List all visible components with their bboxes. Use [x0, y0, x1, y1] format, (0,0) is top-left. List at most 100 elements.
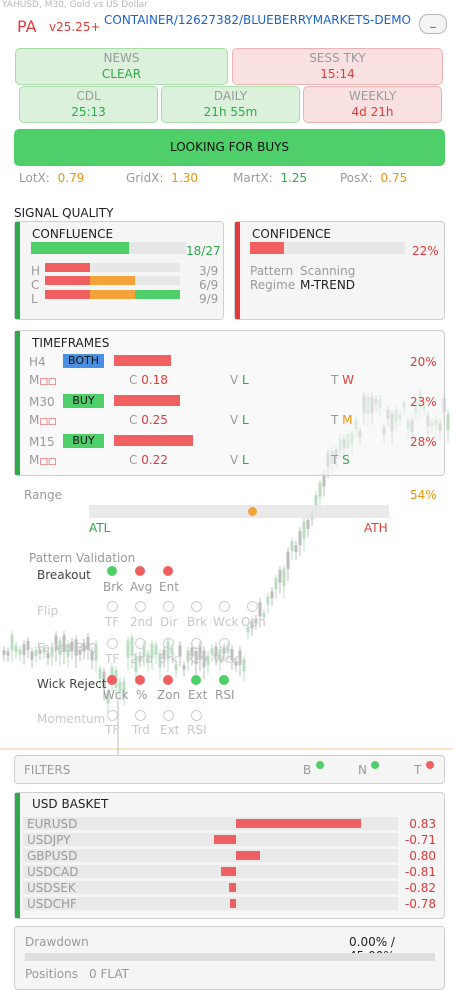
basket-bar	[230, 899, 236, 908]
flip-item: TF	[105, 615, 120, 629]
candle-body	[174, 664, 178, 671]
tf-m15-m: M□□	[29, 453, 57, 467]
param-label: PosX:	[340, 171, 373, 185]
tf-m-label: M	[29, 453, 40, 467]
candle-body	[302, 521, 306, 539]
basket-bar	[229, 883, 236, 892]
momentum-item: Ext	[160, 723, 180, 737]
basket-bar	[214, 835, 236, 844]
basket-bar	[236, 819, 361, 828]
pattern-label: Pattern	[250, 264, 294, 278]
candle-body	[118, 681, 122, 692]
wick-reject-item: %	[136, 688, 148, 702]
candle-body	[66, 644, 70, 658]
tf-h4-t: T W	[331, 373, 354, 387]
candle-body	[90, 650, 94, 661]
tf-c-value: 0.18	[141, 373, 168, 387]
candle-body	[198, 645, 202, 661]
failed-bc-label: Failed B/C	[37, 641, 97, 655]
basket-bar	[236, 851, 260, 860]
range-high-label: ATH	[364, 521, 388, 535]
daily-label: DAILY	[213, 89, 248, 103]
candle-body	[202, 650, 206, 668]
failed-bc-dot	[163, 638, 174, 649]
candle-body	[298, 531, 302, 546]
flip-item: Brk	[187, 615, 208, 629]
candle-body	[58, 640, 62, 655]
drawdown-label: Drawdown	[25, 935, 89, 949]
candle-body	[10, 634, 14, 651]
param-lotx: LotX: 0.79	[19, 171, 84, 185]
range-marker	[248, 507, 257, 516]
momentum-dot	[191, 710, 202, 721]
confluence-h-key: H	[31, 264, 41, 278]
filters-panel[interactable]: FILTERS B N T	[14, 755, 445, 784]
tf-m-label: M	[29, 413, 40, 427]
candle-body	[82, 642, 86, 652]
wick-reject-dot	[107, 675, 117, 685]
minimize-button[interactable]: _	[419, 14, 447, 34]
tf-c-value: 0.25	[141, 413, 168, 427]
tf-h4-label: H4	[29, 355, 46, 369]
basket-value: -0.82	[404, 881, 436, 895]
tf-h4-m: M□□	[29, 373, 57, 387]
confluence-l-key: L	[31, 292, 38, 306]
breakout-ent: Ent	[159, 580, 179, 594]
weekly-timer: WEEKLY 4d 21h	[303, 86, 442, 123]
drawdown-track	[25, 953, 435, 961]
confluence-l-value: 9/9	[199, 292, 219, 306]
param-value: 0.75	[380, 171, 408, 185]
minimize-button-label: _	[430, 15, 436, 28]
tf-m15-bar	[114, 435, 193, 446]
basket-pair: GBPUSD	[27, 849, 78, 863]
basket-pair: USDCHF	[27, 897, 77, 911]
confidence-value: 22%	[412, 244, 439, 258]
confluence-c-value: 6/9	[199, 278, 219, 292]
momentum-dot	[135, 710, 146, 721]
candle-body	[158, 653, 162, 668]
candle-body	[94, 643, 98, 661]
flip-label: Flip	[37, 604, 59, 618]
version-label: v25.25+	[49, 20, 101, 34]
confluence-accent	[15, 222, 20, 319]
tf-t-label: T	[331, 453, 339, 467]
flip-item: 2nd	[130, 615, 153, 629]
flip-dot	[219, 601, 230, 612]
candle-body	[130, 637, 134, 656]
failed-bc-item: TF	[105, 652, 120, 666]
news-label: NEWS	[103, 51, 140, 65]
positions-value: 0 FLAT	[89, 967, 129, 981]
candle-body	[18, 649, 22, 655]
pattern-validation-title: Pattern Validation	[29, 551, 136, 565]
candle-body	[194, 650, 198, 665]
candle-body	[210, 648, 214, 655]
basket-value: -0.81	[404, 865, 436, 879]
filter-t-dot	[426, 761, 434, 769]
candle-body	[122, 681, 126, 696]
confluence-c-bar-b	[90, 276, 135, 285]
tf-m30-c: C 0.25	[129, 413, 168, 427]
candle-body	[234, 661, 238, 666]
basket-pair: USDJPY	[27, 833, 71, 847]
breakout-avg-dot	[135, 566, 145, 576]
tf-v-value: L	[242, 373, 249, 387]
candle-body	[78, 649, 82, 655]
candle-body	[314, 495, 318, 508]
candle-body	[190, 647, 194, 657]
positions-label: Positions	[25, 967, 78, 981]
pattern-value: Scanning	[300, 264, 356, 278]
tf-h4-signal: BOTH	[63, 354, 104, 368]
candle-body	[250, 621, 254, 629]
confidence-fill	[250, 242, 284, 254]
tf-v-label: V	[230, 373, 239, 387]
candle-body	[74, 639, 78, 656]
signal-banner[interactable]: LOOKING FOR BUYS	[14, 129, 445, 166]
weekly-label: WEEKLY	[348, 89, 397, 103]
news-value: CLEAR	[101, 67, 142, 81]
drawdown-panel: Drawdown 0.00% / 45.00% Positions 0 FLAT	[14, 926, 445, 990]
tf-m30-pct: 23%	[410, 395, 437, 409]
basket-row-track	[23, 849, 398, 862]
usd-basket-accent	[15, 793, 20, 918]
flip-dot	[191, 601, 202, 612]
basket-bar	[221, 867, 236, 876]
